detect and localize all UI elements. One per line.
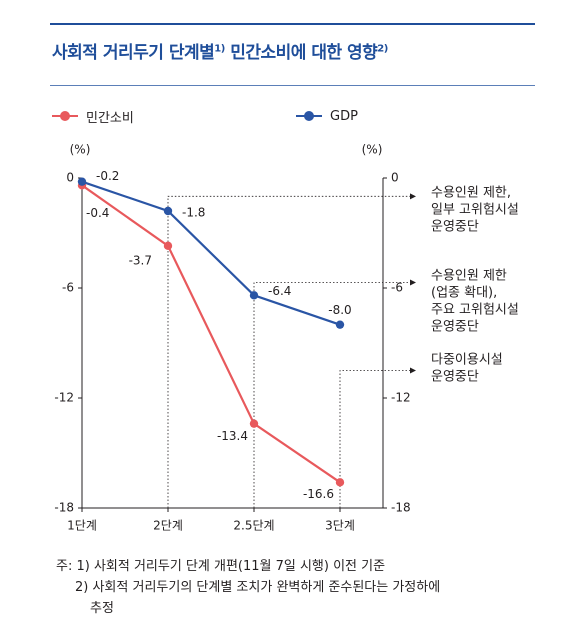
legend-swatch-gdp [296,111,322,121]
annotation-text: 일부 고위험시설 [431,203,519,218]
x-tick-label: 3단계 [325,519,355,533]
x-tick-label: 2단계 [153,519,183,533]
footnote-2: 2) 사회적 거리두기의 단계별 조치가 완벽하게 준수된다는 가정하에 [75,580,441,595]
annotation-arrow [410,367,416,374]
annotation-text: 운영중단 [431,320,479,335]
annotation-guide-line [339,370,410,508]
data-point-consumption [335,478,345,487]
footnotes: 주: 1) 사회적 거리두기 단계 개편(11월 7일 시행) 이전 기준 2)… [56,556,440,619]
y-unit-left: (%) [70,143,91,157]
annotation-text: 운영중단 [431,370,479,385]
data-label-gdp: -6.4 [268,284,291,298]
legend-swatch-consumption [52,111,78,121]
data-point-gdp [249,291,259,300]
series-line-consumption [81,184,341,484]
y-tick-label-right: -18 [391,501,411,515]
annotation-arrow [410,279,416,286]
legend-item-gdp: GDP [296,106,358,126]
annotation-text: 다중이용시설 [431,353,503,368]
data-label-consumption: -13.4 [217,429,248,443]
y-tick-label-right: -12 [391,391,411,405]
x-tick-label: 2.5단계 [233,519,274,533]
annotation-text: 수용인원 제한 [431,269,507,284]
data-point-gdp [77,177,87,186]
data-point-consumption [249,419,259,428]
y-tick-label-right: -6 [391,281,403,295]
y-tick-label-left: -12 [54,391,74,405]
data-label-gdp: -0.2 [96,169,119,183]
y-unit-right: (%) [362,143,383,157]
legend-item-consumption: 민간소비 [52,106,134,126]
annotation-text: (업종 확대), [431,286,497,301]
top-rule [50,23,535,25]
data-point-gdp [335,320,345,329]
y-tick-label-left: -6 [62,281,74,295]
footnote-1: 주: 1) 사회적 거리두기 단계 개편(11월 7일 시행) 이전 기준 [56,559,386,574]
chart-title: 사회적 거리두기 단계별1) 민간소비에 대한 영향2) [52,43,388,63]
y-tick-label-left: 0 [66,171,74,185]
y-tick-label-right: 0 [391,171,399,185]
data-label-gdp: -8.0 [328,303,351,317]
annotation-guide-line [167,195,410,508]
annotation-arrow [410,193,416,200]
x-tick-label: 1단계 [67,519,97,533]
annotation-text: 수용인원 제한, [431,186,511,201]
annotation-guide-line [253,282,410,508]
footnote-2-continued: 추정 [90,601,114,616]
data-label-gdp: -1.8 [182,206,205,220]
data-label-consumption: -16.6 [303,487,334,501]
data-label-consumption: -0.4 [86,206,109,220]
data-label-consumption: -3.7 [129,253,152,267]
legend-label-gdp: GDP [330,108,358,124]
legend-label-consumption: 민간소비 [86,110,134,126]
annotation-text: 주요 고위험시설 [431,303,519,318]
title-rule [50,85,535,86]
annotation-text: 운영중단 [431,220,479,235]
y-tick-label-left: -18 [54,501,74,515]
data-point-consumption [163,241,173,251]
series-line-gdp [81,180,341,326]
data-point-gdp [163,206,173,216]
